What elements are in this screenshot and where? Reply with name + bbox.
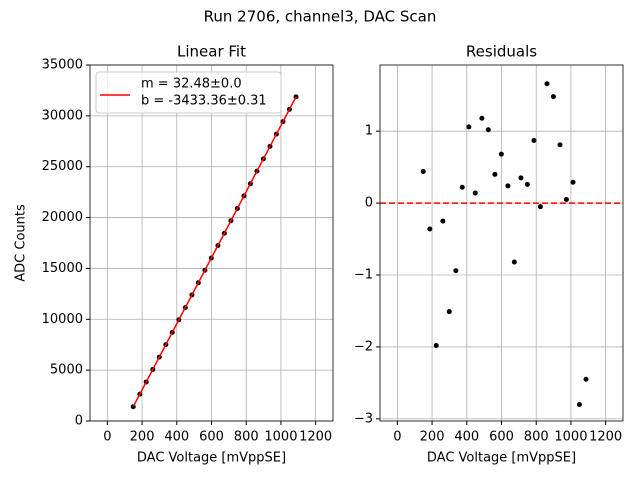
data-point [537, 204, 543, 210]
y-tick-label: 1 [365, 124, 373, 139]
data-point [557, 142, 563, 148]
data-point [583, 376, 589, 382]
data-point [511, 259, 517, 265]
axes-frame [89, 64, 334, 422]
data-point [576, 401, 582, 407]
x-tick-label: 200 [130, 430, 155, 445]
x-tick-label: 600 [489, 430, 514, 445]
x-tick-label: 0 [103, 430, 111, 445]
data-point [479, 115, 485, 121]
legend-box [95, 71, 282, 114]
y-tick-label: 25000 [42, 159, 83, 174]
data-point [544, 81, 550, 87]
y-tick-label: 0 [365, 196, 373, 211]
data-point [570, 179, 576, 185]
x-tick-label: 800 [524, 430, 549, 445]
data-point [466, 124, 472, 130]
x-tick-label: 400 [454, 430, 479, 445]
y-tick-label: 35000 [42, 58, 83, 73]
data-point [472, 190, 478, 196]
x-tick-label: 200 [420, 430, 445, 445]
x-axis-label: DAC Voltage [mVppSE] [137, 451, 286, 466]
figure-title: Run 2706, channel3, DAC Scan [204, 8, 437, 26]
axes-title: Residuals [466, 43, 537, 61]
y-axis-label: ADC Counts [14, 204, 29, 282]
data-point [492, 171, 498, 177]
y-tick-label: −2 [354, 339, 373, 354]
axes-title: Linear Fit [177, 43, 246, 61]
data-point [440, 218, 446, 224]
x-tick-label: 600 [199, 430, 224, 445]
data-point [446, 309, 452, 315]
x-axis-label: DAC Voltage [mVppSE] [427, 451, 576, 466]
y-tick-label: 20000 [42, 210, 83, 225]
data-point [427, 226, 433, 232]
data-point [550, 94, 556, 100]
data-point [485, 127, 491, 133]
data-point [498, 151, 504, 157]
data-point [524, 181, 530, 187]
y-tick-label: 10000 [42, 312, 83, 327]
data-point [505, 183, 511, 189]
legend-label: m = 32.48±0.0 [141, 77, 242, 92]
y-tick-label: 5000 [50, 363, 83, 378]
x-tick-label: 1000 [554, 430, 587, 445]
data-point [563, 196, 569, 202]
fit-line [132, 96, 297, 408]
data-point [459, 184, 465, 190]
data-point [420, 168, 426, 174]
x-tick-label: 1200 [299, 430, 332, 445]
y-tick-label: 15000 [42, 261, 83, 276]
data-point [453, 268, 459, 274]
x-tick-label: 1000 [264, 430, 297, 445]
y-tick-label: 30000 [42, 108, 83, 123]
x-tick-label: 400 [164, 430, 189, 445]
y-tick-label: 0 [75, 414, 83, 429]
y-tick-label: −1 [354, 268, 373, 283]
x-tick-label: 0 [393, 430, 401, 445]
x-tick-label: 1200 [589, 430, 622, 445]
y-tick-label: −3 [354, 411, 373, 426]
data-point [531, 138, 537, 144]
data-point [518, 175, 524, 181]
legend-label: b = -3433.36±0.31 [141, 94, 267, 109]
axes-frame [379, 64, 624, 422]
data-point [433, 342, 439, 348]
x-tick-label: 800 [234, 430, 259, 445]
